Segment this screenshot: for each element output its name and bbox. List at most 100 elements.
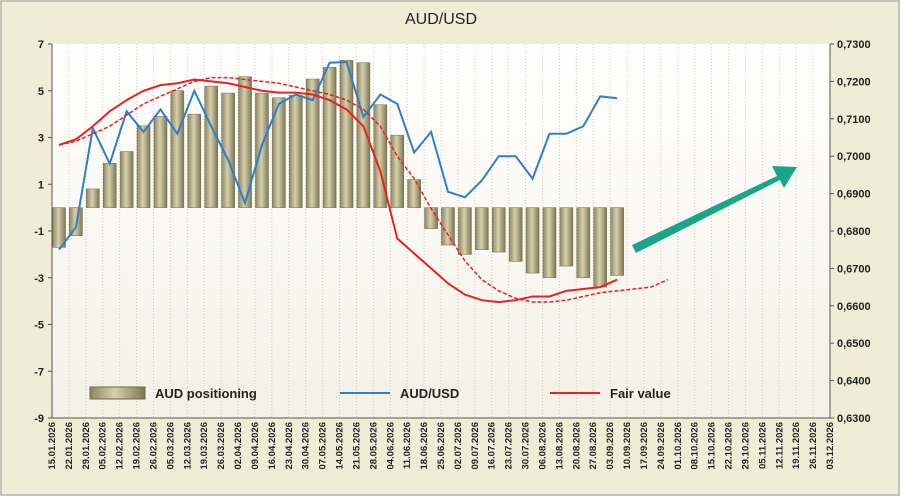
bar (52, 207, 66, 248)
x-tick-label: 15.01.2026 (47, 422, 58, 470)
y2-tick-label: 0,7300 (837, 39, 871, 51)
x-tick-label: 09.07.2026 (470, 422, 481, 470)
bar (610, 207, 624, 276)
y2-tick-label: 0,6500 (837, 338, 871, 350)
x-tick-label: 14.05.2026 (335, 422, 346, 470)
y-tick-label: 7 (38, 39, 44, 51)
y-tick-label: -3 (34, 273, 44, 285)
line (58, 60, 618, 251)
y2-tick-label: 0,6800 (837, 226, 871, 238)
legend-swatch (89, 386, 146, 400)
bar (102, 162, 117, 208)
arrow (632, 166, 797, 253)
bar (593, 207, 607, 288)
bar (559, 207, 574, 267)
y2-tick-label: 0,7000 (837, 151, 871, 163)
x-tick-label: 19.02.2026 (132, 422, 143, 470)
bar (441, 207, 455, 246)
y2-tick-label: 0,7100 (837, 114, 871, 126)
x-tick-label: 26.11.2026 (808, 422, 819, 469)
bar (339, 60, 354, 208)
y-tick-label: -5 (34, 320, 44, 332)
x-tick-label: 01.10.2026 (673, 422, 684, 470)
x-tick-label: 05.03.2026 (165, 422, 176, 470)
y-tick-label: 1 (38, 179, 44, 191)
bar (238, 76, 252, 208)
x-tick-label: 03.09.2026 (605, 422, 616, 470)
x-tick-label: 23.04.2026 (284, 422, 295, 470)
bar (491, 207, 506, 253)
x-tick-label: 20.08.2026 (571, 422, 582, 470)
bar (458, 207, 472, 255)
x-tick-label: 29.01.2026 (81, 422, 92, 470)
bar (204, 85, 218, 208)
x-tick-label: 12.03.2026 (182, 422, 193, 470)
x-tick-label: 12.11.2026 (774, 422, 785, 469)
y2-tick-label: 0,6400 (837, 376, 871, 388)
x-tick-label: 30.07.2026 (521, 422, 532, 470)
x-tick-label: 04.06.2026 (385, 422, 396, 470)
legend-label: AUD positioning (155, 386, 257, 401)
y-tick-label: 5 (38, 86, 44, 98)
x-tick-label: 02.07.2026 (453, 422, 464, 470)
x-tick-label: 08.10.2026 (690, 422, 701, 470)
x-tick-label: 18.06.2026 (419, 422, 430, 470)
bar (187, 113, 202, 208)
x-tick-label: 22.10.2026 (724, 422, 735, 470)
x-tick-label: 16.04.2026 (267, 422, 278, 470)
chart-title: AUD/USD (405, 11, 477, 28)
bar (289, 95, 303, 208)
x-tick-label: 07.05.2026 (318, 422, 329, 470)
bar (424, 207, 438, 229)
legend-label: Fair value (610, 386, 671, 401)
x-tick-label: 24.09.2026 (656, 422, 667, 470)
x-tick-label: 26.03.2026 (216, 422, 227, 470)
y-tick-label: 3 (38, 133, 44, 145)
x-tick-label: 21.05.2026 (351, 422, 362, 470)
y2-tick-label: 0,6300 (837, 413, 871, 425)
bar (255, 92, 269, 208)
x-tick-label: 10.09.2026 (622, 422, 633, 470)
bar (525, 207, 540, 274)
y2-tick-label: 0,6600 (837, 301, 871, 313)
bar (542, 207, 557, 278)
x-tick-label: 27.08.2026 (588, 422, 599, 470)
x-tick-label: 11.06.2026 (402, 422, 413, 469)
bar (136, 125, 151, 208)
x-tick-label: 03.12.2026 (825, 422, 836, 470)
y2-tick-label: 0,7200 (837, 76, 871, 88)
x-tick-label: 22.01.2026 (64, 422, 75, 470)
bar (221, 92, 235, 208)
bar (86, 188, 100, 208)
bar (153, 116, 168, 208)
y-tick-label: -7 (34, 366, 44, 378)
x-tick-label: 25.06.2026 (436, 422, 447, 470)
y2-tick-label: 0,6700 (837, 263, 871, 275)
y-tick-label: -9 (34, 413, 44, 425)
x-tick-label: 13.08.2026 (554, 422, 565, 470)
line (58, 76, 669, 303)
x-tick-label: 06.08.2026 (537, 422, 548, 470)
x-tick-label: 29.10.2026 (740, 422, 751, 470)
y-tick-label: -1 (34, 226, 44, 238)
x-tick-label: 09.04.2026 (250, 422, 261, 470)
bar (407, 179, 421, 208)
bar (356, 62, 371, 208)
x-tick-label: 05.11.2026 (757, 422, 768, 469)
x-tick-label: 19.11.2026 (791, 422, 802, 469)
bar (576, 207, 591, 278)
x-tick-label: 19.03.2026 (199, 422, 210, 470)
x-tick-label: 28.05.2026 (368, 422, 379, 470)
x-tick-label: 02.04.2026 (233, 422, 244, 470)
bar (508, 207, 523, 262)
x-tick-label: 30.04.2026 (301, 422, 312, 470)
bar (390, 134, 405, 208)
y2-tick-label: 0,6900 (837, 189, 871, 201)
x-tick-label: 15.10.2026 (707, 422, 718, 470)
legend-label: AUD/USD (400, 386, 459, 401)
bar (119, 151, 134, 208)
x-tick-label: 05.02.2026 (98, 422, 109, 470)
bar (475, 207, 489, 250)
x-tick-label: 26.02.2026 (148, 422, 159, 470)
